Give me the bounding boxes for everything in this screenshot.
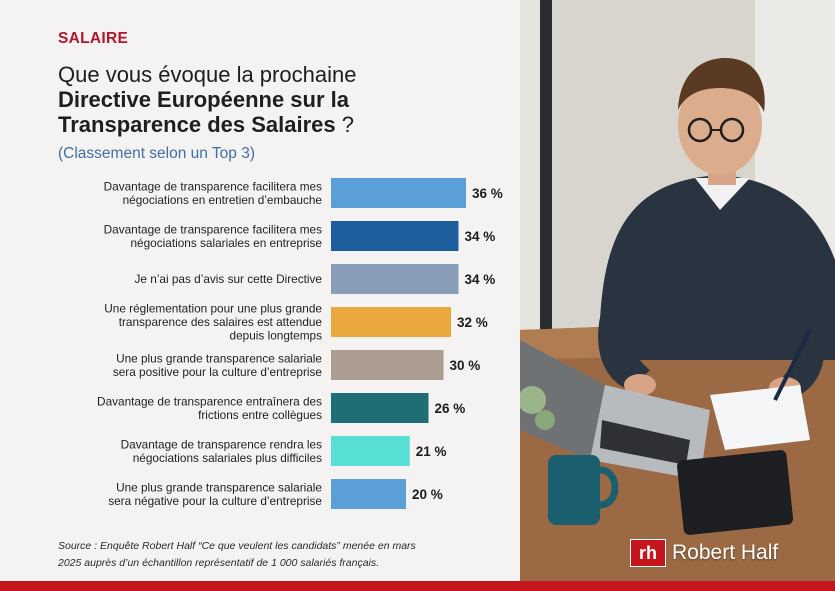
category-label-line: Une plus grande transparence salariale [116,480,322,494]
source-line-1: Source : Enquête Robert Half “Ce que veu… [58,540,416,552]
value-label-3: 34 % [465,272,496,287]
category-label-line: Une plus grande transparence salariale [116,351,322,365]
category-label-8: Une plus grande transparence salariale se… [108,480,322,508]
category-label-line: Davantage de transparence facilitera mes [104,222,322,236]
category-label-3: Je n’ai pas d’avis sur cette Directive [134,272,322,286]
category-label-line: négociations salariales en entreprise [131,236,323,250]
title-line-3-bold: Transparence des Salaires [58,112,336,137]
category-label-line: sera positive pour la culture d’entrepri… [113,365,323,379]
office-man-laptop-photo-icon [520,0,835,581]
category-label-5: Une plus grande transparence salariale se… [113,351,323,379]
bar-8 [331,479,406,509]
bar-5 [331,350,444,380]
bar-3 [331,264,459,294]
value-label-7: 21 % [416,444,447,459]
category-label-line: transparence des salaires est attendue [119,315,323,329]
value-label-6: 26 % [435,401,466,416]
bar-1 [331,178,466,208]
title-line-2-bold: Directive Européenne sur la [58,87,349,112]
value-label-4: 32 % [457,315,488,330]
title-line-2: Directive Européenne sur la [58,87,508,112]
infographic-panel: SALAIRE Que vous évoque la prochaine Dir… [58,30,508,572]
bar-6 [331,393,429,423]
value-label-1: 36 % [472,186,503,201]
category-label-line: Je n’ai pas d’avis sur cette Directive [134,272,322,286]
title-suffix: ? [335,112,354,137]
subtitle: (Classement selon un Top 3) [58,145,256,162]
category-label-line: Davantage de transparence entraînera des [97,394,322,408]
value-label-2: 34 % [465,229,496,244]
brand-name: Robert Half [672,541,779,564]
office-photo [520,0,835,581]
bar-chart: 36 % Davantage de transparence facilitera… [97,178,503,509]
category-label-2: Davantage de transparence facilitera mes… [104,222,323,250]
bar-4 [331,307,451,337]
category-label-line: négociations en entretien d’embauche [123,193,323,207]
category-label-4: Une réglementation pour une plus grande t… [104,302,322,343]
category-label-1: Davantage de transparence facilitera mes… [104,179,323,207]
category-label-line: Une réglementation pour une plus grande [104,302,322,316]
brand-mark-icon: rh [630,539,666,567]
source-note: Source : Enquête Robert Half “Ce que veu… [58,538,498,572]
category-label: SALAIRE [58,30,129,47]
title-line-3: Transparence des Salaires ? [58,112,508,137]
bar-2 [331,221,459,251]
bar-7 [331,436,410,466]
category-label-line: frictions entre collègues [198,408,322,422]
category-label-line: Davantage de transparence rendra les [121,437,322,451]
page-title: Que vous évoque la prochaine Directive E… [58,62,508,137]
category-label-line: négociations salariales plus difficiles [133,451,322,465]
value-label-8: 20 % [412,487,443,502]
category-label-line: Davantage de transparence facilitera mes [104,179,322,193]
category-label-6: Davantage de transparence entraînera des… [97,394,322,422]
bottom-accent-bar [0,581,835,591]
category-label-line: sera négative pour la culture d’entrepri… [108,494,322,508]
category-label-7: Davantage de transparence rendra les négo… [121,437,322,465]
brand-logo: rh Robert Half [630,539,778,567]
source-line-2: 2025 auprès d’un échantillon représentat… [58,557,380,569]
title-line-1: Que vous évoque la prochaine [58,62,357,87]
value-label-5: 30 % [450,358,481,373]
category-label-line: depuis longtemps [230,329,323,343]
